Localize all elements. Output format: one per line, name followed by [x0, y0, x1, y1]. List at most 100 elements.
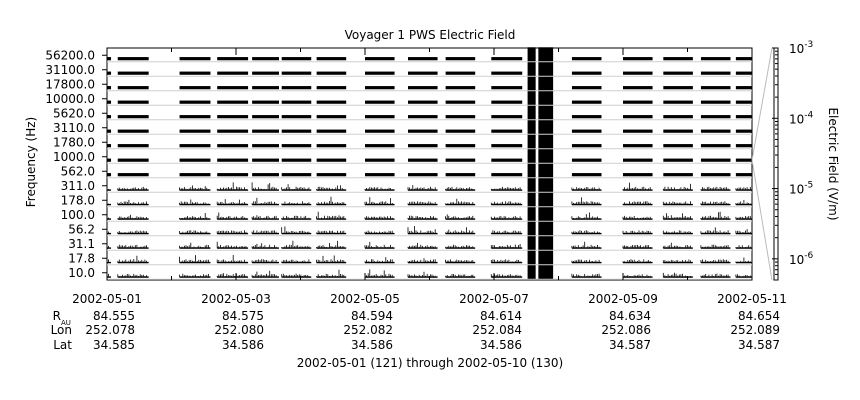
trace-noise [251, 182, 277, 191]
trace-band [107, 173, 112, 177]
trace-band [365, 71, 395, 75]
x-tick-label: 2002-05-01 [72, 292, 142, 306]
trace-band [700, 173, 731, 177]
trace-band [623, 115, 653, 119]
trace-noise [445, 198, 474, 205]
trace-band [117, 86, 149, 90]
trace-band [491, 129, 523, 133]
trace-band [107, 189, 112, 191]
trace-noise [364, 216, 393, 220]
trace-noise [251, 230, 277, 234]
trace-burst [527, 61, 536, 77]
trace-noise [662, 272, 691, 278]
trace-noise [364, 241, 393, 249]
trace-band [107, 57, 112, 61]
trace-band [571, 203, 602, 206]
trace-band [217, 129, 249, 133]
trace-band [316, 86, 347, 90]
trace-band [117, 203, 149, 206]
trace-band [117, 232, 149, 235]
trace-band [217, 232, 249, 235]
trace-noise [251, 197, 277, 205]
trace-band [117, 276, 149, 278]
trace-band [445, 100, 476, 104]
trace-band [735, 173, 752, 177]
trace-band [445, 129, 476, 133]
trace-band [316, 129, 347, 133]
trace-band [491, 218, 523, 220]
trace-band [107, 247, 112, 249]
trace-band [571, 71, 602, 75]
trace-band [107, 158, 112, 162]
trace-band [445, 276, 476, 278]
trace-band [252, 144, 279, 148]
trace-band [179, 86, 211, 90]
colorbar-label: Electric Field (V/m) [826, 107, 840, 220]
trace-band [408, 129, 438, 133]
y-tick-label: 56200.0 [45, 48, 95, 62]
trace-band [179, 247, 211, 249]
trace-noise [216, 182, 247, 191]
trace-burst [527, 250, 536, 265]
ephemeris-value: 84.634 [609, 309, 651, 323]
trace-band [735, 86, 752, 90]
trace-band [700, 218, 731, 220]
trace-band [117, 57, 149, 61]
trace-band [700, 261, 731, 264]
trace-band [217, 57, 249, 61]
y-tick-label: 562.0 [61, 164, 95, 178]
trace-noise [662, 259, 691, 263]
trace-band [735, 129, 752, 133]
trace-noise [179, 273, 209, 278]
y-tick-label: 1780.0 [53, 135, 95, 149]
trace-noise [571, 187, 600, 191]
trace-band [117, 129, 149, 133]
trace-band [107, 86, 112, 90]
trace-noise [216, 199, 247, 205]
trace-band [700, 71, 731, 75]
trace-noise [316, 185, 345, 191]
trace-noise [117, 244, 147, 249]
ephemeris-value: 252.084 [472, 323, 522, 337]
trace-band [491, 86, 523, 90]
trace-burst [527, 177, 536, 193]
colorbar-tick-label: 10-3 [789, 40, 813, 56]
trace-band [316, 144, 347, 148]
y-tick-label: 311.0 [61, 179, 95, 193]
trace-band [365, 100, 395, 104]
trace-band [445, 71, 476, 75]
trace-band [365, 57, 395, 61]
trace-band [445, 247, 476, 249]
trace-band [316, 189, 347, 191]
ephemeris-value: 84.614 [480, 309, 522, 323]
trace-band [217, 189, 249, 191]
ephemeris-value: 34.586 [222, 338, 264, 352]
trace-band [408, 86, 438, 90]
trace-band [623, 144, 653, 148]
trace-noise [700, 259, 729, 263]
trace-band [365, 86, 395, 90]
y-axis-label: Frequency (Hz) [24, 117, 38, 208]
trace-noise [735, 257, 751, 263]
trace-noise [571, 241, 600, 249]
trace-band [408, 115, 438, 119]
trace-noise [364, 187, 393, 191]
trace-noise [316, 240, 345, 249]
y-tick-label: 5620.0 [53, 106, 95, 120]
trace-band [179, 232, 211, 235]
trace-band [623, 100, 653, 104]
trace-band [252, 173, 279, 177]
trace-noise [490, 244, 521, 249]
trace-band [735, 71, 752, 75]
trace-band [408, 173, 438, 177]
trace-burst [538, 90, 554, 106]
ephemeris-value: 252.080 [214, 323, 264, 337]
trace-band [281, 100, 312, 104]
trace-band [571, 129, 602, 133]
y-axis-ticks: 56200.031100.017800.010000.05620.03110.0… [45, 48, 752, 280]
trace-burst [527, 76, 536, 91]
trace-band [700, 144, 731, 148]
trace-band [623, 173, 653, 177]
ephemeris-value: 34.587 [738, 338, 780, 352]
trace-band [408, 57, 438, 61]
